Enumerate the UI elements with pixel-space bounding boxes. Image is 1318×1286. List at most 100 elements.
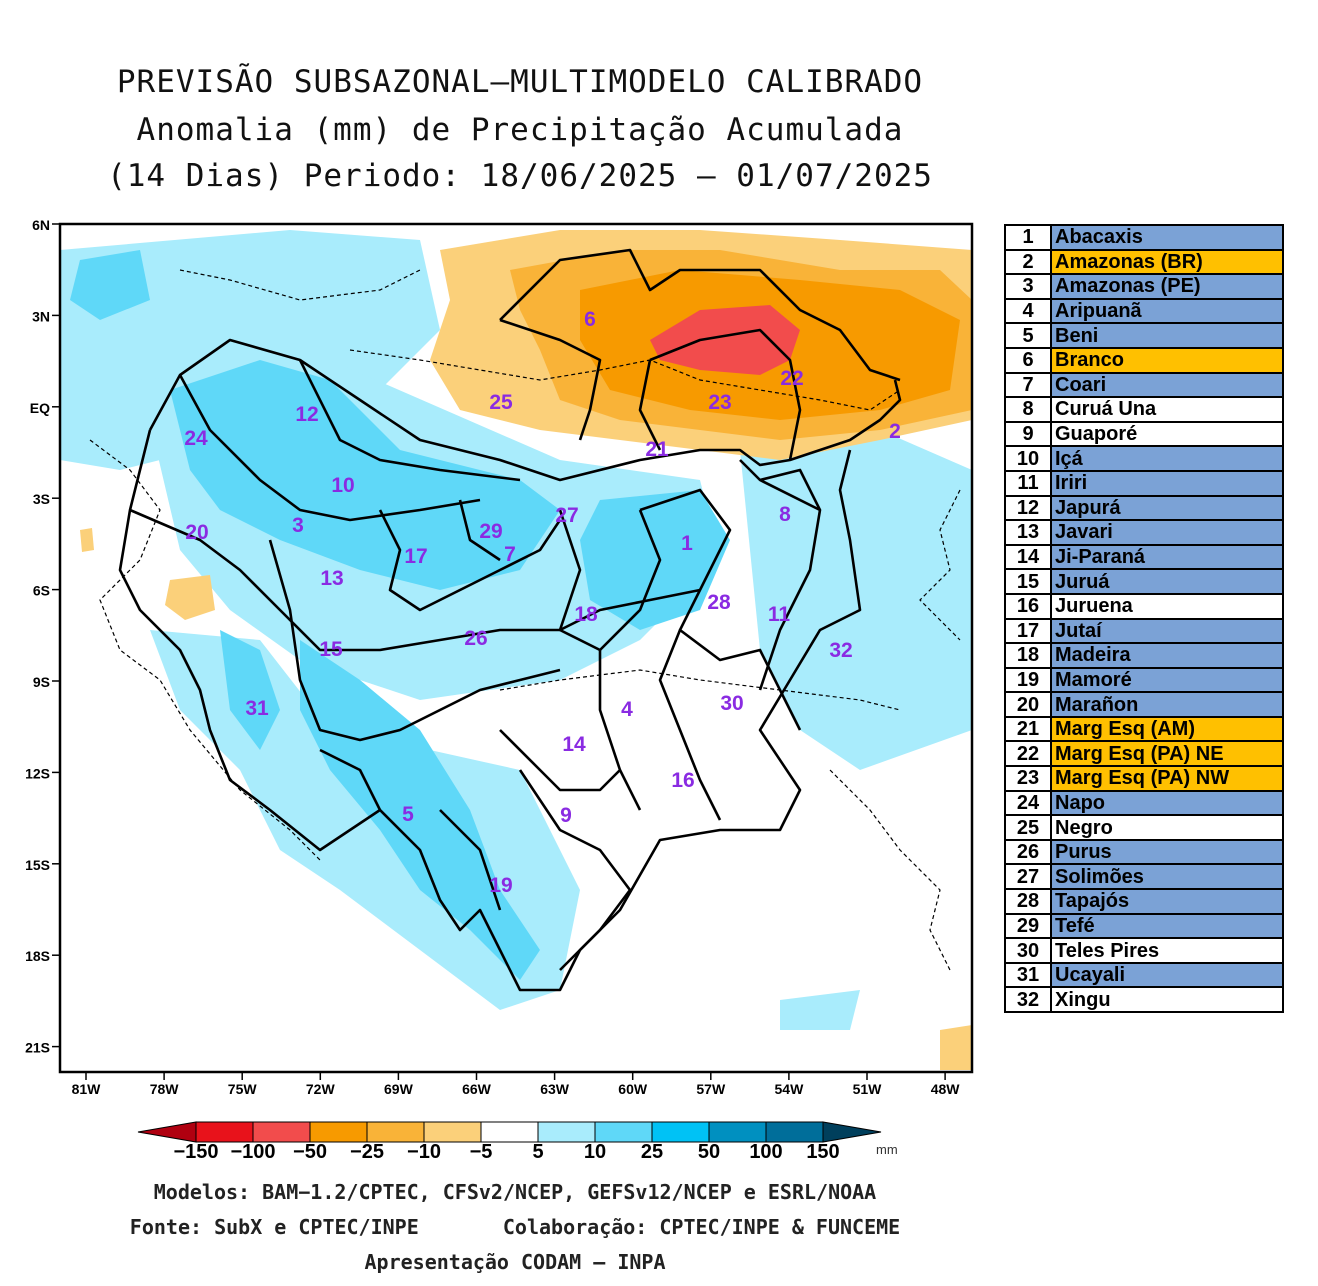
colorbar-label: −10 [407, 1141, 441, 1163]
latitude-axis: 6N 3N EQ 3S 6S 9S 12S 15S 18S 21S [25, 217, 50, 1056]
legend-row: 4 Aripuanã [1004, 297, 1284, 325]
basin-label: 19 [489, 874, 512, 897]
lat-label: 6S [33, 583, 50, 599]
legend-basin-name: Tapajós [1050, 888, 1284, 915]
legend-row: 24 Napo [1004, 789, 1284, 817]
colorbar-end-right [822, 1121, 882, 1143]
legend-number: 25 [1004, 814, 1052, 841]
legend-number: 12 [1004, 494, 1052, 522]
lat-label: 12S [25, 765, 50, 781]
legend-row: 14 Ji-Paraná [1004, 543, 1284, 571]
basin-label: 9 [560, 804, 572, 827]
legend-row: 12 Japurá [1004, 494, 1284, 522]
legend-basin-name: Purus [1050, 838, 1284, 866]
basin-label: 7 [504, 543, 516, 566]
colorbar-cell [765, 1121, 824, 1143]
legend-row: 18 Madeira [1004, 642, 1284, 669]
basin-label: 20 [185, 521, 208, 544]
colorbar-end-left [137, 1121, 197, 1143]
legend-basin-name: Branco [1050, 346, 1284, 374]
legend-number: 15 [1004, 568, 1052, 595]
basin-label: 26 [464, 627, 487, 650]
basin-label: 2 [889, 420, 901, 443]
legend-basin-name: Madeira [1050, 642, 1284, 669]
basin-label: 10 [331, 474, 354, 497]
legend-number: 22 [1004, 740, 1052, 768]
legend-number: 27 [1004, 863, 1052, 891]
basin-number-labels: 1234567891011121314151617181920212223242… [184, 308, 901, 897]
legend-basin-name: Jutaí [1050, 617, 1284, 645]
legend-basin-name: Amazonas (PE) [1050, 273, 1284, 300]
legend-number: 32 [1004, 986, 1052, 1013]
legend-row: 11 Iriri [1004, 469, 1284, 497]
legend-row: 25 Negro [1004, 814, 1284, 841]
legend-row: 31 Ucayali [1004, 961, 1284, 989]
basin-label: 28 [707, 591, 731, 614]
map-frame [58, 222, 974, 1074]
legend-number: 14 [1004, 543, 1052, 571]
legend-number: 1 [1004, 224, 1052, 251]
legend-basin-name: Solimões [1050, 863, 1284, 891]
basin-label: 8 [779, 503, 791, 526]
legend-row: 17 Jutaí [1004, 617, 1284, 645]
colorbar-cell [708, 1121, 767, 1143]
colorbar-label: −150 [173, 1141, 218, 1163]
legend-number: 23 [1004, 765, 1052, 792]
basin-label: 29 [479, 520, 502, 543]
basin-label: 16 [671, 769, 694, 792]
credits-source-row: Fonte: SubX e CPTEC/INPE Colaboração: CP… [60, 1215, 970, 1239]
legend-row: 1 Abacaxis [1004, 224, 1284, 251]
legend-row: 16 Juruena [1004, 592, 1284, 620]
lat-label: 3N [32, 308, 50, 324]
legend-basin-name: Guaporé [1050, 420, 1284, 448]
legend-number: 6 [1004, 346, 1052, 374]
colorbar-label: −5 [470, 1141, 493, 1163]
legend-number: 19 [1004, 666, 1052, 694]
legend-number: 9 [1004, 420, 1052, 448]
legend-basin-name: Marg Esq (PA) NW [1050, 765, 1284, 792]
credits-collaboration: Colaboração: CPTEC/INPE & FUNCEME [502, 1215, 901, 1239]
legend-row: 29 Tefé [1004, 912, 1284, 940]
legend-number: 16 [1004, 592, 1052, 620]
basin-label: 25 [489, 391, 513, 414]
legend-basin-name: Marg Esq (PA) NE [1050, 740, 1284, 768]
basin-label: 5 [402, 803, 414, 826]
legend-number: 24 [1004, 789, 1052, 817]
basin-legend-table: 1 Abacaxis 2 Amazonas (BR) 3 Amazonas (PE) 4 Ar… [1004, 224, 1284, 1013]
lon-label: 51W [853, 1081, 883, 1097]
precipitation-map: 6N 3N EQ 3S 6S 9S 12S 15S 18S 21S 81W 78W 75W 72W 69W… [25, 217, 974, 1097]
lat-label: 21S [25, 1040, 50, 1056]
basin-label: 17 [404, 545, 427, 568]
colorbar-label: 100 [749, 1141, 782, 1163]
legend-number: 5 [1004, 322, 1052, 349]
basin-label: 11 [768, 603, 791, 626]
basin-label: 12 [295, 403, 318, 426]
basin-label: 21 [645, 438, 669, 461]
colorbar-cell [651, 1121, 710, 1143]
legend-row: 21 Marg Esq (AM) [1004, 715, 1284, 743]
legend-row: 15 Juruá [1004, 568, 1284, 595]
legend-number: 7 [1004, 371, 1052, 399]
legend-basin-name: Juruena [1050, 592, 1284, 620]
colorbar-label: 10 [584, 1141, 606, 1163]
title-line-2: Anomalia (mm) de Precipitação Acumulada [136, 112, 904, 148]
legend-number: 13 [1004, 519, 1052, 546]
lat-label: 15S [25, 857, 50, 873]
legend-basin-name: Beni [1050, 322, 1284, 349]
lon-label: 54W [775, 1081, 805, 1097]
basin-label: 30 [720, 692, 743, 715]
legend-basin-name: Napo [1050, 789, 1284, 817]
basin-label: 14 [562, 733, 586, 756]
basin-label: 32 [829, 639, 852, 662]
legend-row: 2 Amazonas (BR) [1004, 248, 1284, 276]
legend-number: 17 [1004, 617, 1052, 645]
colorbar-cell [537, 1121, 596, 1143]
legend-basin-name: Japurá [1050, 494, 1284, 522]
legend-basin-name: Curuá Una [1050, 396, 1284, 423]
legend-number: 18 [1004, 642, 1052, 669]
lon-label: 78W [150, 1081, 180, 1097]
legend-number: 21 [1004, 715, 1052, 743]
lat-label: 6N [32, 217, 50, 233]
legend-number: 29 [1004, 912, 1052, 940]
colorbar-label: −100 [230, 1141, 275, 1163]
